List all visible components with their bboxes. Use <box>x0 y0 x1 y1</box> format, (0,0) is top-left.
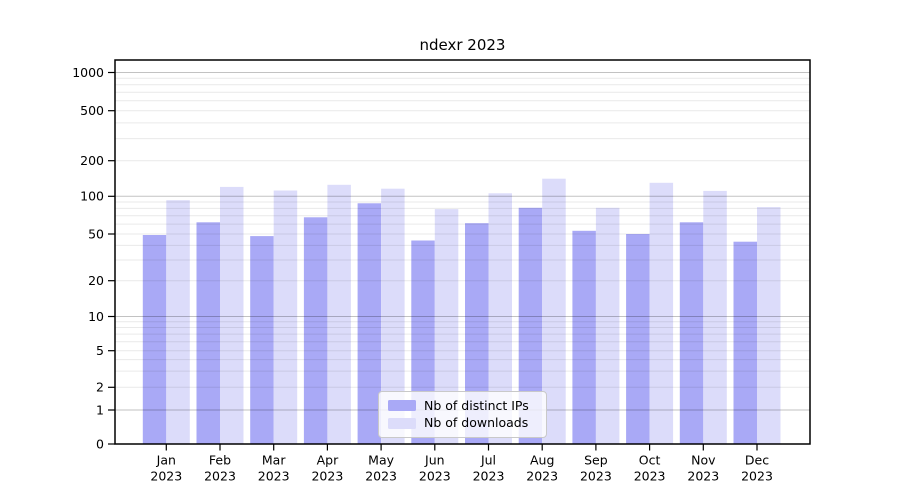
legend-label-distinct-ips: Nb of distinct IPs <box>424 397 529 413</box>
x-tick-label-month-jul: Jul <box>480 453 496 468</box>
x-tick-label-year-sep: 2023 <box>580 469 612 484</box>
bar-distinct-ips-feb <box>196 222 220 444</box>
y-tick-label-20: 20 <box>88 273 104 288</box>
chart-title: ndexr 2023 <box>419 36 506 54</box>
x-tick-label-year-jul: 2023 <box>473 469 505 484</box>
x-tick-label-year-feb: 2023 <box>204 469 236 484</box>
y-tick-label-500: 500 <box>80 103 104 118</box>
x-tick-label-month-apr: Apr <box>317 453 339 468</box>
bar-downloads-may <box>381 188 405 444</box>
bar-distinct-ips-nov <box>679 222 704 444</box>
legend-swatch-downloads <box>388 417 416 429</box>
x-tick-label-year-nov: 2023 <box>687 469 719 484</box>
bar-downloads-dec <box>757 207 781 444</box>
y-tick-label-1000: 1000 <box>72 65 104 80</box>
bar-downloads-jun <box>434 209 459 444</box>
x-tick-label-month-jan: Jan <box>156 453 176 468</box>
x-tick-label-month-may: May <box>368 453 394 468</box>
bar-distinct-ips-oct <box>626 234 650 444</box>
y-tick-label-50: 50 <box>88 226 104 241</box>
bar-downloads-jul <box>488 193 512 444</box>
bar-distinct-ips-dec <box>733 241 757 444</box>
x-tick-label-year-oct: 2023 <box>634 469 666 484</box>
y-tick-label-100: 100 <box>80 189 104 204</box>
x-tick-label-year-jun: 2023 <box>419 469 451 484</box>
x-tick-label-month-oct: Oct <box>639 453 661 468</box>
y-tick-label-0: 0 <box>96 436 104 451</box>
legend: Nb of distinct IPs Nb of downloads <box>378 391 547 438</box>
bar-distinct-ips-sep <box>572 230 596 444</box>
x-tick-label-year-jan: 2023 <box>150 469 182 484</box>
legend-row-distinct-ips: Nb of distinct IPs <box>388 397 546 413</box>
bar-distinct-ips-apr <box>303 217 328 444</box>
x-tick-label-month-jun: Jun <box>424 453 445 468</box>
plot-frame <box>114 59 811 445</box>
x-tick-label-month-dec: Dec <box>745 453 769 468</box>
x-tick-label-year-aug: 2023 <box>526 469 558 484</box>
legend-row-downloads: Nb of downloads <box>388 415 546 430</box>
legend-swatch-distinct-ips <box>388 400 416 412</box>
bar-downloads-apr <box>327 184 351 445</box>
bar-distinct-ips-mar <box>250 236 274 444</box>
bar-downloads-nov <box>703 190 727 444</box>
bar-downloads-jan <box>166 200 190 444</box>
bar-downloads-feb <box>220 186 244 444</box>
y-tick-label-2: 2 <box>96 380 104 395</box>
y-tick-label-10: 10 <box>88 309 104 324</box>
bar-downloads-aug <box>542 178 566 444</box>
y-tick-label-1: 1 <box>96 402 104 417</box>
bar-distinct-ips-jan <box>142 235 167 444</box>
bar-distinct-ips-aug <box>518 207 543 444</box>
y-tick-label-200: 200 <box>80 153 104 168</box>
legend-label-downloads: Nb of downloads <box>424 415 529 430</box>
x-tick-label-year-may: 2023 <box>365 469 397 484</box>
x-tick-label-month-mar: Mar <box>262 453 286 468</box>
x-tick-label-year-mar: 2023 <box>258 469 290 484</box>
bar-distinct-ips-jul <box>465 223 489 444</box>
bar-downloads-mar <box>273 190 298 444</box>
x-tick-label-month-feb: Feb <box>209 453 231 468</box>
gridlines-layer <box>115 72 810 411</box>
bar-downloads-sep <box>595 207 620 444</box>
axes-layer: 10005002001005020105210Jan2023Feb2023Mar… <box>72 59 811 484</box>
bar-downloads-oct <box>649 182 674 445</box>
x-tick-label-month-nov: Nov <box>691 453 716 468</box>
x-tick-label-year-dec: 2023 <box>741 469 773 484</box>
bar-distinct-ips-may <box>357 203 382 444</box>
y-tick-label-5: 5 <box>96 343 104 358</box>
bars-layer <box>142 178 781 445</box>
x-tick-label-month-sep: Sep <box>584 453 608 468</box>
x-tick-label-month-aug: Aug <box>530 453 554 468</box>
x-tick-label-year-apr: 2023 <box>311 469 343 484</box>
